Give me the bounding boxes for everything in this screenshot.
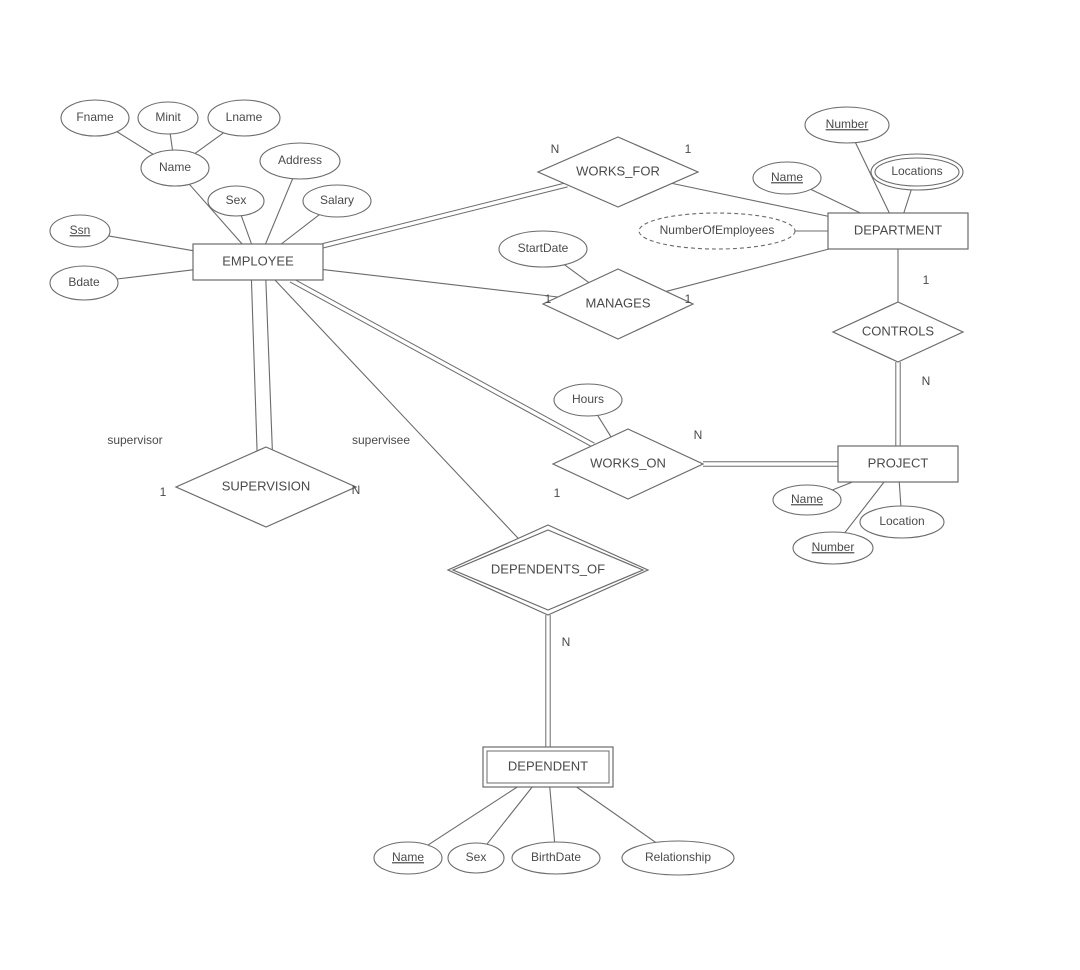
relationship-works_on: WORKS_ON <box>553 429 703 499</box>
attribute-dep_rel: Relationship <box>622 841 734 875</box>
attribute-ssn: Ssn <box>50 215 110 247</box>
entity-department: DEPARTMENT <box>828 213 968 249</box>
cardinality-works_on_emp: 1 <box>554 486 561 500</box>
attribute-dep_sex: Sex <box>448 843 504 873</box>
attribute-sex: Sex <box>208 186 264 216</box>
attribute-label: NumberOfEmployees <box>660 223 775 237</box>
cardinality-controls_dept: 1 <box>923 273 930 287</box>
attribute-label: Salary <box>320 193 354 207</box>
attribute-label: Bdate <box>68 275 100 289</box>
attribute-label: Fname <box>76 110 114 124</box>
attribute-label: Minit <box>155 110 181 124</box>
attribute-salary: Salary <box>303 185 371 217</box>
attribute-label: Locations <box>891 164 942 178</box>
cardinality-dependents_N: N <box>562 635 571 649</box>
attribute-label: Address <box>278 153 322 167</box>
attribute-dept_number: Number <box>805 107 889 143</box>
attribute-label: Sex <box>466 850 487 864</box>
entity-dependent: DEPENDENT <box>483 747 613 787</box>
cardinality-supervision_1: 1 <box>160 485 167 499</box>
cardinality-supervision_N: N <box>352 483 361 497</box>
attribute-label: Name <box>392 850 424 864</box>
cardinality-manages_emp: 1 <box>545 292 552 306</box>
relationship-label: DEPENDENTS_OF <box>491 561 605 576</box>
attribute-dep_bdate: BirthDate <box>512 842 600 874</box>
attribute-num_emps: NumberOfEmployees <box>639 213 795 249</box>
attribute-proj_number: Number <box>793 532 873 564</box>
attribute-label: Ssn <box>70 223 91 237</box>
er-diagram: Fname Minit Lname Name Address Sex Salary Ssn Bd… <box>0 0 1080 970</box>
attribute-dep_name: Name <box>374 842 442 874</box>
attribute-label: Hours <box>572 392 604 406</box>
relationship-label: MANAGES <box>585 295 650 310</box>
attribute-label: Name <box>771 170 803 184</box>
attribute-label: Lname <box>226 110 263 124</box>
attribute-dept_name: Name <box>753 162 821 194</box>
relationship-label: WORKS_ON <box>590 455 666 470</box>
cardinality-controls_proj: N <box>922 374 931 388</box>
relationship-supervision: SUPERVISION <box>176 447 356 527</box>
attribute-minit: Minit <box>138 102 198 134</box>
attribute-label: Number <box>826 117 869 131</box>
relationship-works_for: WORKS_FOR <box>538 137 698 207</box>
entity-employee: EMPLOYEE <box>193 244 323 280</box>
relationship-label: SUPERVISION <box>222 478 311 493</box>
relationship-manages: MANAGES <box>543 269 693 339</box>
attribute-proj_location: Location <box>860 506 944 538</box>
relationship-dependents_of: DEPENDENTS_OF <box>448 525 648 615</box>
attribute-name: Name <box>141 150 209 186</box>
cardinality-works_for_dept: 1 <box>685 142 692 156</box>
role-supervisor: supervisor <box>107 433 162 447</box>
entity-label: EMPLOYEE <box>222 253 294 268</box>
entity-label: DEPARTMENT <box>854 222 942 237</box>
attribute-label: Sex <box>226 193 247 207</box>
attribute-hours: Hours <box>554 384 622 416</box>
attribute-startdate: StartDate <box>499 231 587 267</box>
relationship-label: CONTROLS <box>862 323 935 338</box>
cardinality-manages_dept: 1 <box>685 292 692 306</box>
attribute-bdate: Bdate <box>50 266 118 300</box>
attribute-dept_locations: Locations <box>871 154 963 190</box>
relationship-label: WORKS_FOR <box>576 163 660 178</box>
entity-project: PROJECT <box>838 446 958 482</box>
attribute-address: Address <box>260 143 340 179</box>
cardinality-works_on_proj: N <box>694 428 703 442</box>
cardinality-works_for_emp: N <box>551 142 560 156</box>
entity-label: DEPENDENT <box>508 758 588 773</box>
attribute-label: Relationship <box>645 850 711 864</box>
attribute-label: Name <box>791 492 823 506</box>
attribute-label: Name <box>159 160 191 174</box>
relationship-controls: CONTROLS <box>833 302 963 362</box>
attribute-label: Number <box>812 540 855 554</box>
role-supervisee: supervisee <box>352 433 410 447</box>
attribute-lname: Lname <box>208 100 280 136</box>
attribute-label: Location <box>879 514 924 528</box>
attribute-label: BirthDate <box>531 850 581 864</box>
attribute-label: StartDate <box>518 241 569 255</box>
attribute-fname: Fname <box>61 100 129 136</box>
entity-label: PROJECT <box>868 455 929 470</box>
attribute-proj_name: Name <box>773 485 841 515</box>
